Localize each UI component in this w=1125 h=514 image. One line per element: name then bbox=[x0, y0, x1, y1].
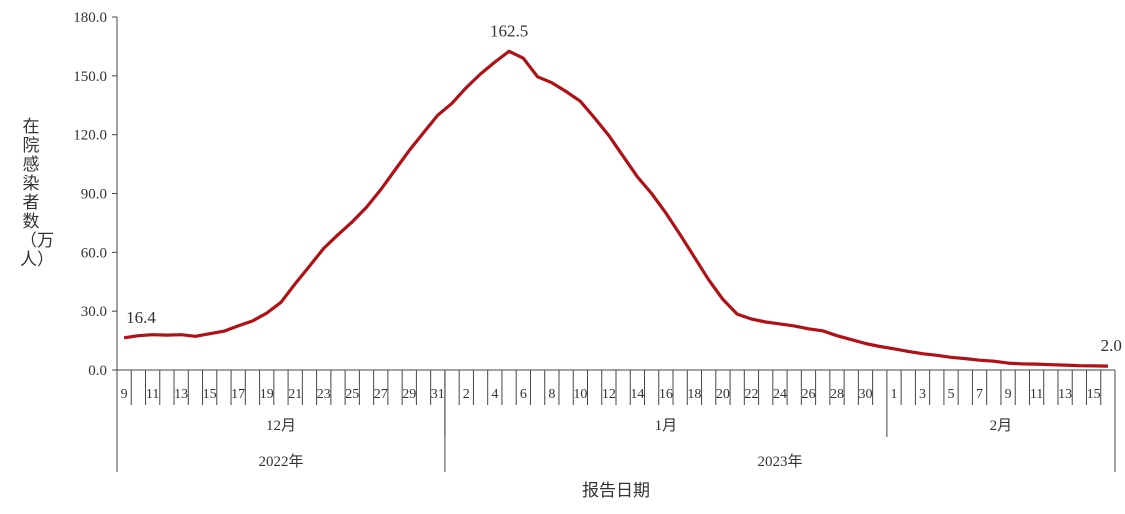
annotations: 16.4 162.5 2.0 bbox=[126, 21, 1122, 355]
x-month-label: 1月 bbox=[655, 418, 678, 434]
x-tick-label: 16 bbox=[659, 387, 673, 402]
x-axis-label: 报告日期 bbox=[582, 481, 650, 501]
data-label: 16.4 bbox=[126, 308, 156, 327]
x-tick-label: 19 bbox=[260, 387, 274, 402]
x-tick-label: 29 bbox=[402, 387, 416, 402]
y-tick-label: 0.0 bbox=[88, 363, 107, 379]
y-tick-label: 120.0 bbox=[73, 128, 107, 144]
x-tick-label: 27 bbox=[374, 387, 388, 402]
x-tick-label: 10 bbox=[573, 387, 587, 402]
x-tick-label: 5 bbox=[948, 387, 955, 402]
x-tick-label: 15 bbox=[203, 387, 217, 402]
x-tick-label: 12 bbox=[602, 387, 616, 402]
x-tick-label: 8 bbox=[548, 387, 555, 402]
x-tick-label: 21 bbox=[288, 387, 302, 402]
x-tick-label: 18 bbox=[687, 387, 701, 402]
x-tick-label: 6 bbox=[520, 387, 527, 402]
x-tick-label: 20 bbox=[716, 387, 730, 402]
x-tick-label: 11 bbox=[146, 387, 159, 402]
x-tick-label: 4 bbox=[491, 387, 498, 402]
x-tick-label: 1 bbox=[891, 387, 898, 402]
x-month-label: 2月 bbox=[990, 418, 1013, 434]
x-tick-label: 2 bbox=[463, 387, 470, 402]
axes bbox=[116, 17, 1115, 371]
x-tick-label: 9 bbox=[1005, 387, 1012, 402]
y-tick-label: 90.0 bbox=[81, 187, 107, 203]
x-year-label: 2023年 bbox=[757, 453, 802, 470]
x-tick-label: 13 bbox=[1058, 387, 1072, 402]
x-tick-label: 22 bbox=[744, 387, 758, 402]
x-tick-label: 17 bbox=[231, 387, 245, 402]
y-tick-label: 180.0 bbox=[73, 10, 107, 26]
x-tick-label: 25 bbox=[345, 387, 359, 402]
y-tick-label: 60.0 bbox=[81, 245, 107, 261]
x-year-label: 2022年 bbox=[258, 453, 303, 470]
series-line bbox=[123, 49, 1108, 368]
x-tick-label: 26 bbox=[801, 387, 815, 402]
x-tick-label: 3 bbox=[919, 387, 926, 402]
y-tick-label: 150.0 bbox=[73, 69, 107, 85]
y-tick-label: 30.0 bbox=[81, 304, 107, 320]
x-tick-label: 15 bbox=[1087, 387, 1101, 402]
x-tick-label: 7 bbox=[976, 387, 983, 402]
x-tick-label: 30 bbox=[859, 387, 873, 402]
data-label: 2.0 bbox=[1101, 336, 1122, 355]
x-tick-label: 28 bbox=[830, 387, 844, 402]
x-tick-label: 31 bbox=[431, 387, 445, 402]
y-axis: 0.0 30.0 60.0 90.0 120.0 150.0 180.0 bbox=[73, 10, 117, 379]
x-tick-label: 24 bbox=[773, 387, 787, 402]
x-month-label: 12月 bbox=[266, 418, 296, 434]
data-label: 162.5 bbox=[490, 21, 528, 40]
x-tick-label: 9 bbox=[121, 387, 128, 402]
x-tick-label: 14 bbox=[630, 387, 644, 402]
x-tick-label: 23 bbox=[317, 387, 331, 402]
x-tick-label: 11 bbox=[1030, 387, 1043, 402]
x-tick-label: 13 bbox=[174, 387, 188, 402]
